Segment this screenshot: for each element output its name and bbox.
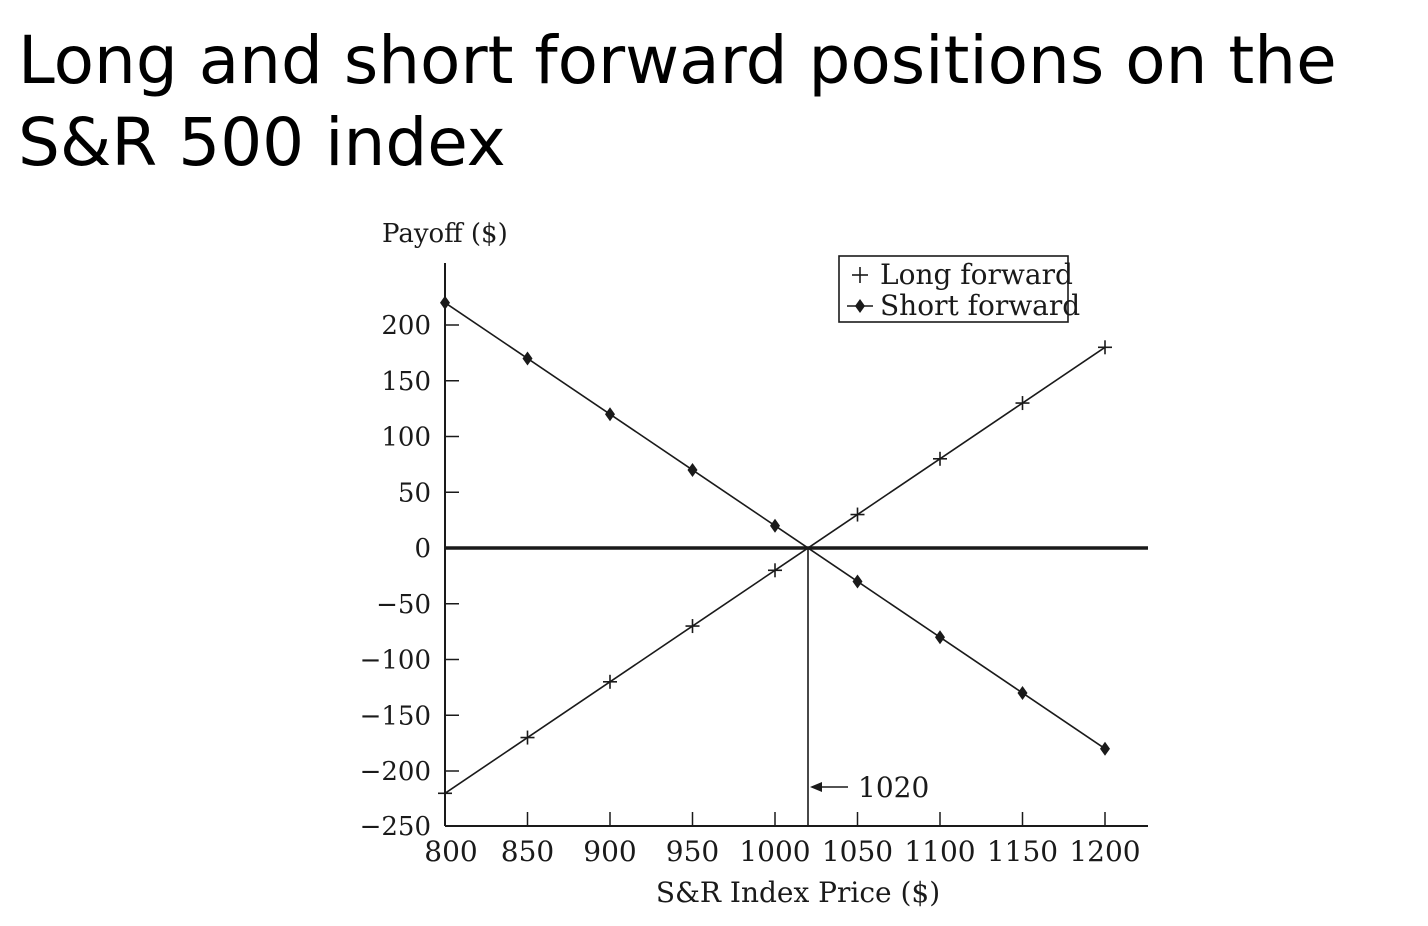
plus-marker <box>520 730 535 745</box>
plus-marker <box>1015 396 1030 411</box>
diamond-marker <box>522 351 533 366</box>
x-tick-label: 800 <box>424 835 477 868</box>
x-tick-label: 850 <box>501 835 554 868</box>
y-tick-label: −100 <box>360 646 431 676</box>
plus-marker <box>603 674 617 689</box>
x-tick-label: 1200 <box>1069 835 1140 868</box>
x-tick-label: 1050 <box>822 835 893 868</box>
x-tick-label: 1150 <box>987 835 1058 868</box>
y-tick-label: 50 <box>398 478 431 508</box>
x-axis-label: S&R Index Price ($) <box>656 876 940 909</box>
plus-marker <box>933 451 947 466</box>
diamond-marker <box>440 295 450 310</box>
legend-label: Long forward <box>880 258 1073 291</box>
diamond-marker <box>687 462 698 477</box>
diamond-marker <box>855 299 865 313</box>
y-tick-label: 150 <box>381 367 431 397</box>
chart-markers <box>438 295 1112 801</box>
y-tick-label: −50 <box>376 590 431 620</box>
plus-marker <box>438 786 452 801</box>
x-tick-label: 900 <box>583 835 636 868</box>
x-tick-label: 950 <box>666 835 719 868</box>
diamond-marker <box>1017 685 1028 700</box>
diamond-marker <box>1100 741 1110 756</box>
annotation-label: 1020 <box>858 771 929 804</box>
diamond-marker <box>852 574 863 589</box>
plus-marker <box>685 619 700 634</box>
y-axis-label: Payoff ($) <box>382 219 508 249</box>
x-tick-label: 1000 <box>739 835 810 868</box>
y-tick-label: 0 <box>414 534 431 564</box>
diamond-marker <box>935 630 945 645</box>
x-tick-label: 1100 <box>904 835 975 868</box>
legend-label: Short forward <box>880 289 1080 322</box>
diamond-marker <box>770 518 780 533</box>
diamond-marker <box>605 407 615 422</box>
y-tick-label: 200 <box>381 311 431 341</box>
y-tick-label: −250 <box>360 812 431 842</box>
chart-axes <box>444 263 1148 827</box>
plus-marker <box>1098 340 1112 355</box>
annotation-arrow-head <box>810 782 822 792</box>
y-tick-label: −200 <box>360 757 431 787</box>
plus-marker <box>852 267 868 283</box>
slide-title: Long and short forward positions on the … <box>18 22 1337 181</box>
plus-marker <box>768 563 782 578</box>
y-tick-label: 100 <box>381 423 431 453</box>
plus-marker <box>850 507 865 522</box>
legend-box <box>838 255 1069 323</box>
y-tick-label: −150 <box>360 701 431 731</box>
chart-annotations: 1020 <box>807 548 929 826</box>
